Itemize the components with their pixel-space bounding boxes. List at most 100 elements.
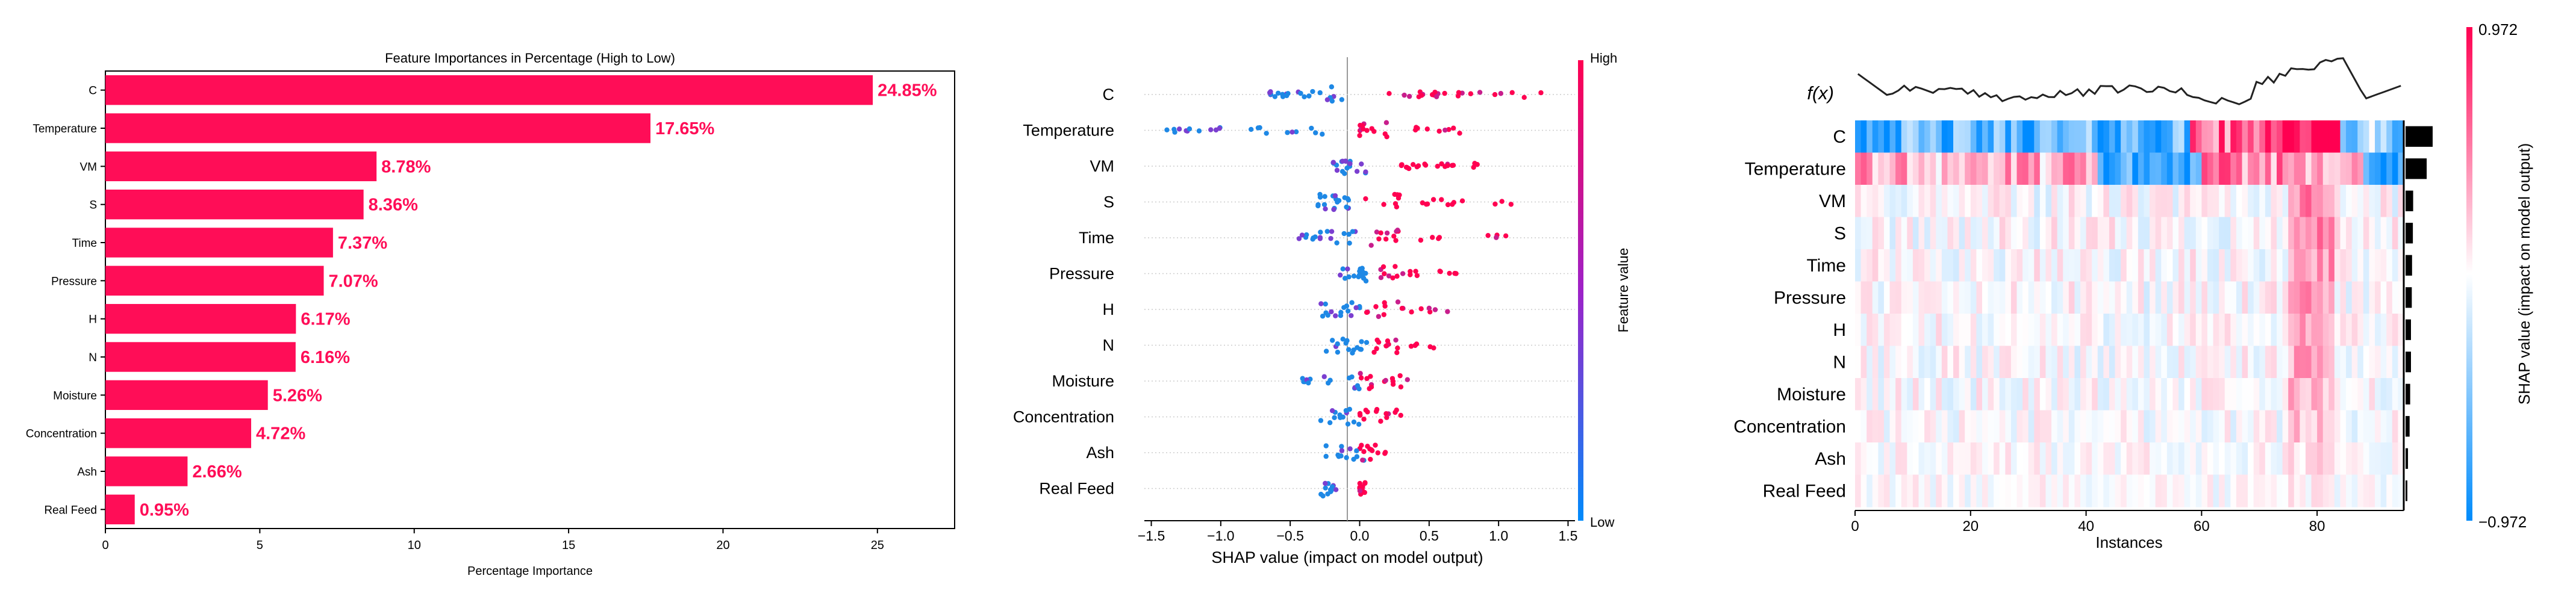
shap-point <box>1172 129 1177 135</box>
x-tick-label: −1.0 <box>1207 528 1234 544</box>
shap-point <box>1369 126 1374 131</box>
heatmap-cell <box>2166 185 2174 218</box>
heatmap-cell <box>2230 346 2237 379</box>
heatmap-cell <box>2317 474 2324 507</box>
shap-point <box>1306 93 1312 99</box>
heatmap-cell <box>1982 314 1989 347</box>
heatmap-cell <box>2144 378 2150 411</box>
heatmap-cell <box>1965 249 1971 282</box>
heatmap-cell <box>2080 346 2087 379</box>
heatmap-cell <box>1988 314 1994 347</box>
heatmap-cell <box>2190 120 2197 154</box>
feature-label: Concentration <box>1733 417 1846 436</box>
heatmap-cell <box>1855 185 1862 218</box>
heatmap-cell <box>2195 152 2202 185</box>
shap-point <box>1405 165 1410 170</box>
heatmap-cell <box>2328 120 2335 154</box>
heatmap-cell <box>2080 410 2087 443</box>
heatmap-cell <box>2103 474 2110 507</box>
shap-point <box>1423 163 1429 168</box>
shap-point <box>1342 195 1347 200</box>
heatmap-cell <box>2219 281 2225 314</box>
shap-point <box>1335 341 1340 347</box>
heatmap-cell <box>2375 346 2381 379</box>
heatmap-cell <box>1941 378 1948 411</box>
heatmap-cell <box>1883 249 1891 282</box>
fx-line <box>1857 57 2401 105</box>
heatmap-cell <box>2230 217 2237 250</box>
heatmap-cell <box>1907 249 1913 282</box>
feature-label: H <box>1103 300 1115 318</box>
heatmap-cell <box>2166 120 2174 154</box>
colorbar-min-label: −0.972 <box>2478 513 2527 531</box>
heatmap-cell <box>1860 474 1867 507</box>
heatmap-cell <box>1988 249 1994 282</box>
heatmap-cell <box>2063 152 2069 185</box>
heatmap-cell <box>2259 314 2266 347</box>
shap-point <box>1383 377 1388 383</box>
shap-point <box>1340 337 1346 342</box>
heatmap-cell <box>2375 410 2381 443</box>
shap-point <box>1381 312 1386 317</box>
y-tick-label: Pressure <box>51 275 97 288</box>
heatmap-cell <box>2207 249 2214 282</box>
shap-point <box>1357 132 1362 138</box>
heatmap-cell <box>2201 314 2208 347</box>
shap-point <box>1399 162 1405 168</box>
heatmap-cell <box>2010 410 2018 443</box>
heatmap-cell <box>1924 249 1931 282</box>
heatmap-cell <box>2126 281 2133 314</box>
heatmap-cell <box>1970 346 1977 379</box>
heatmap-cell <box>1860 346 1867 379</box>
shap-point <box>1450 125 1456 131</box>
heatmap-cell <box>2346 410 2353 443</box>
heatmap-cell <box>2363 281 2370 314</box>
shap-point <box>1393 337 1399 343</box>
heatmap-cell <box>1860 281 1867 314</box>
heatmap-cell <box>2121 378 2127 411</box>
heatmap-cell <box>1855 346 1862 379</box>
heatmap-cell <box>2022 346 2029 379</box>
plot-frame <box>105 70 955 529</box>
shap-point <box>1333 487 1339 492</box>
heatmap-cell <box>2190 314 2197 347</box>
heatmap-cell <box>2346 120 2353 154</box>
heatmap-cell <box>2190 281 2197 314</box>
heatmap-cell <box>2022 378 2029 411</box>
heatmap-cell <box>2016 152 2023 185</box>
x-tick-label: 80 <box>2309 518 2325 535</box>
shap-point <box>1382 303 1388 309</box>
heatmap-cell <box>1883 152 1891 185</box>
heatmap-cell <box>1872 442 1879 476</box>
heatmap-cell <box>2039 346 2047 379</box>
heatmap-cell <box>1976 152 1983 185</box>
heatmap-cell <box>2155 474 2162 507</box>
heatmap-cell <box>2022 217 2029 250</box>
heatmap-cell <box>1976 410 1983 443</box>
heatmap-cell <box>2311 314 2318 347</box>
heatmap-cell <box>1855 474 1862 507</box>
shap-point <box>1329 229 1335 234</box>
heatmap-cell <box>2294 152 2300 185</box>
heatmap-cell <box>1872 217 1879 250</box>
heatmap-cell <box>1970 217 1977 250</box>
heatmap-cell <box>1912 249 1920 282</box>
heatmap-cell <box>2150 152 2156 185</box>
shap-point <box>1430 235 1435 240</box>
heatmap-cell <box>2380 346 2387 379</box>
feature-label: S <box>1103 193 1114 211</box>
heatmap-cell <box>2317 346 2324 379</box>
heatmap-cell <box>2369 378 2375 411</box>
heatmap-cell <box>1953 474 1960 507</box>
heatmap-cell <box>2132 410 2139 443</box>
shap-point <box>1355 345 1360 350</box>
heatmap-cell <box>2386 410 2393 443</box>
shap-point <box>1394 407 1399 413</box>
heatmap-cell <box>2334 474 2341 507</box>
heatmap-cell <box>2259 249 2266 282</box>
heatmap-cell <box>2121 249 2127 282</box>
heatmap-cell <box>2034 378 2041 411</box>
heatmap-cell <box>2155 152 2162 185</box>
heatmap-cell <box>2271 474 2277 507</box>
heatmap-cell <box>2398 281 2404 314</box>
